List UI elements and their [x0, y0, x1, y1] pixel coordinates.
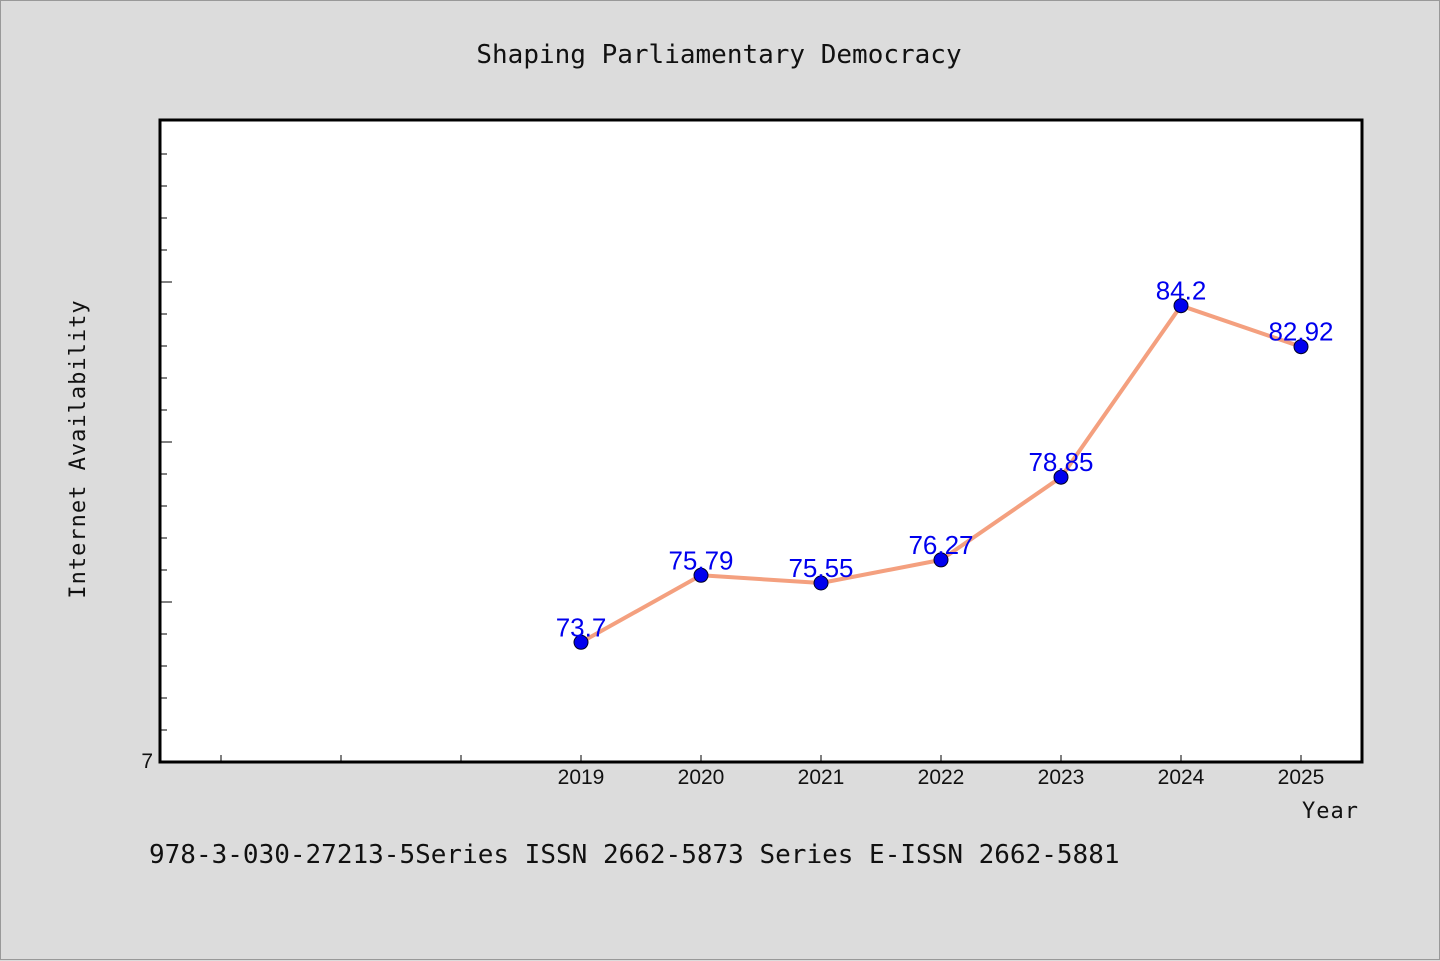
data-point	[1293, 339, 1309, 355]
data-point	[1053, 469, 1069, 485]
x-tick-label: 2022	[918, 766, 965, 789]
y-axis-label: Internet Availability	[66, 299, 91, 598]
data-point	[813, 575, 829, 591]
data-label: 75.55	[788, 553, 853, 583]
footer-isbn-text: 978-3-030-27213-5Series ISSN 2662-5873 S…	[149, 840, 1120, 870]
plot-area	[158, 118, 1364, 764]
x-tick-label: 2021	[798, 766, 845, 789]
x-tick-label: 2019	[558, 766, 605, 789]
x-tick-label: 2020	[678, 766, 725, 789]
chart-title: Shaping Parliamentary Democracy	[476, 40, 961, 70]
x-axis-label: Year	[1302, 799, 1359, 824]
data-point	[573, 634, 589, 650]
data-point	[933, 552, 949, 568]
data-point	[693, 567, 709, 583]
y-tick-label: 7	[141, 750, 153, 773]
x-tick-labels: 2019 2020 2021 2022 2023 2024 2025	[558, 766, 1325, 789]
data-label: 73.7	[556, 612, 607, 642]
y-axis-ticks	[160, 153, 172, 763]
data-markers	[573, 298, 1309, 650]
data-label: 75.79	[668, 545, 733, 575]
data-label: 82.92	[1268, 317, 1333, 347]
x-tick-label: 2024	[1158, 766, 1205, 789]
data-point	[1173, 298, 1189, 314]
data-label: 78.85	[1028, 447, 1093, 477]
x-axis-ticks	[220, 755, 1302, 762]
data-label: 84.2	[1156, 276, 1207, 306]
data-labels: 73.7 75.79 75.55 76.27 78.85 84.2 82.92	[556, 276, 1334, 643]
x-tick-label: 2023	[1038, 766, 1085, 789]
x-tick-label: 2025	[1278, 766, 1325, 789]
data-label: 76.27	[908, 530, 973, 560]
